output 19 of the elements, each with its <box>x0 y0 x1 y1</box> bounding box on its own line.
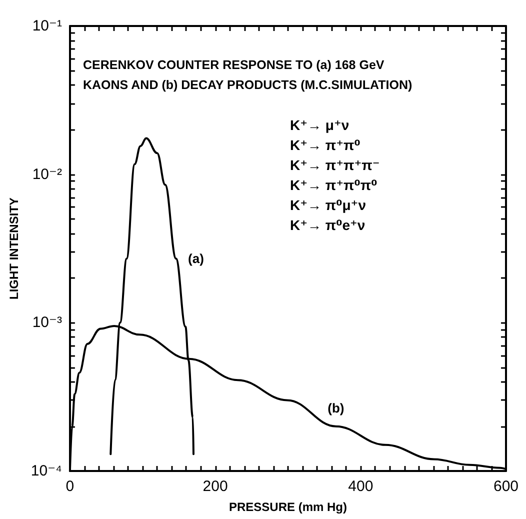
y-tick-label: 10⁻² <box>32 166 62 183</box>
annotation: K⁺→ π⁰μ⁺ν <box>290 197 366 213</box>
series-label: (a) <box>188 251 204 266</box>
x-tick-label: 600 <box>493 478 519 495</box>
x-tick-label: 400 <box>348 478 374 495</box>
text: CERENKOV COUNTER RESPONSE TO (a) 168 GeV KAONS AND (b) DECAY PRODUCTS (M.C.SIMULATION) <box>83 58 412 92</box>
series-label: (b) <box>328 400 344 416</box>
y-axis-title: LIGHT INTENSITY <box>7 198 21 300</box>
annotation: K⁺→ π⁰e⁺ν <box>290 217 366 233</box>
annotation: K⁺→ π⁺π⁰ <box>290 137 360 153</box>
annotation: K⁺→ π⁺π⁰π⁰ <box>290 177 378 193</box>
y-tick-label: 10⁻⁴ <box>30 462 62 480</box>
annotation: K⁺→ π⁺π⁺π⁻ <box>290 157 380 173</box>
y-tick-label: 10⁻³ <box>32 314 62 332</box>
x-tick-label: 200 <box>202 478 228 495</box>
x-axis-title: PRESSURE (mm Hg) <box>228 500 347 514</box>
annotation: K⁺→ μ⁺ν <box>290 117 350 133</box>
x-tick-label: 0 <box>66 478 74 495</box>
y-tick-label: 10⁻¹ <box>32 18 62 34</box>
